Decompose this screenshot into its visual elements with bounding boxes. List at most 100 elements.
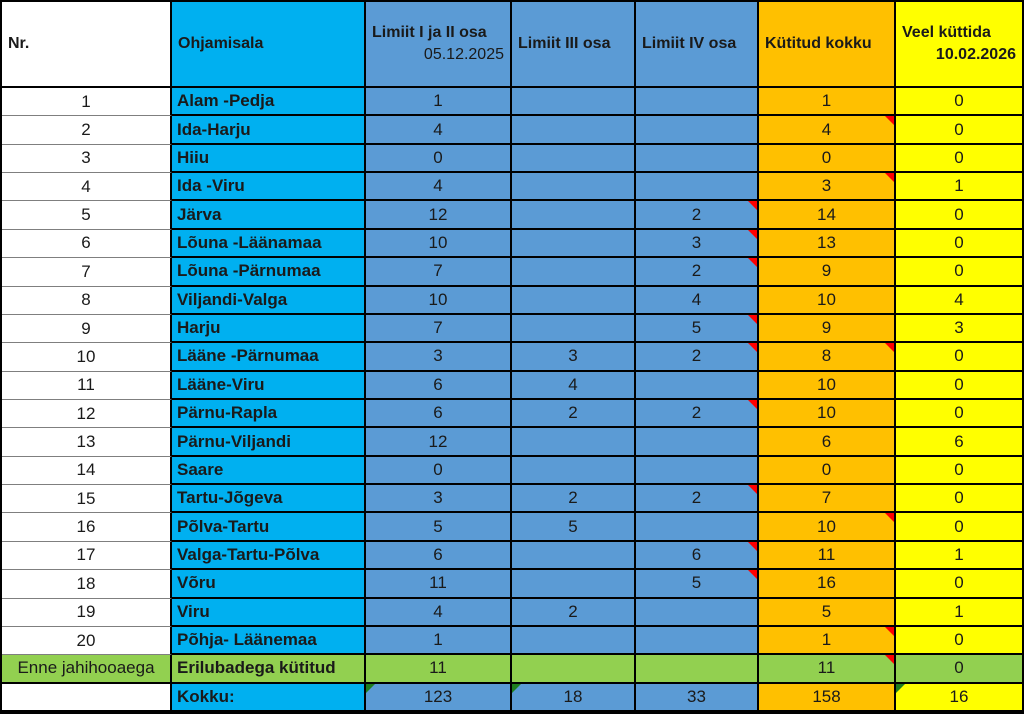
cell-nr-row-1[interactable]: 1 [2, 88, 172, 117]
cell-limit12-row-3[interactable]: 0 [366, 144, 512, 174]
cell-limit3-row-12[interactable]: 2 [512, 399, 636, 429]
header-remaining[interactable]: Veel küttida 10.02.2026 [896, 2, 1022, 88]
cell-nr-row-13[interactable]: 13 [2, 428, 172, 457]
cell-hunted-row-11[interactable]: 10 [759, 371, 896, 400]
cell-remaining-row-5[interactable]: 0 [896, 201, 1022, 230]
cell-hunted-row-2[interactable]: 4 [759, 116, 896, 145]
cell-nr-row-12[interactable]: 12 [2, 399, 172, 429]
cell-limit12-row-2[interactable]: 4 [366, 116, 512, 145]
cell-area-row-21[interactable]: Erilubadega kütitud [172, 655, 366, 684]
cell-limit12-row-17[interactable]: 6 [366, 541, 512, 571]
cell-limit3-row-3[interactable] [512, 144, 636, 174]
cell-limit4-row-2[interactable] [636, 116, 759, 145]
cell-limit4-row-14[interactable] [636, 456, 759, 486]
cell-limit12-row-19[interactable]: 4 [366, 598, 512, 627]
cell-area-row-2[interactable]: Ida-Harju [172, 116, 366, 145]
cell-limit4-row-20[interactable] [636, 626, 759, 656]
cell-limit12-row-8[interactable]: 10 [366, 286, 512, 315]
cell-limit3-row-20[interactable] [512, 626, 636, 656]
cell-nr-row-16[interactable]: 16 [2, 513, 172, 542]
cell-hunted-row-12[interactable]: 10 [759, 399, 896, 429]
cell-limit3-row-11[interactable]: 4 [512, 371, 636, 400]
cell-remaining-row-3[interactable]: 0 [896, 144, 1022, 174]
cell-limit3-row-2[interactable] [512, 116, 636, 145]
cell-limit12-row-14[interactable]: 0 [366, 456, 512, 486]
cell-limit12-row-9[interactable]: 7 [366, 314, 512, 344]
cell-hunted-row-1[interactable]: 1 [759, 88, 896, 117]
cell-limit4-row-12[interactable]: 2 [636, 399, 759, 429]
cell-limit12-row-22[interactable]: 123 [366, 683, 512, 712]
cell-limit4-row-1[interactable] [636, 88, 759, 117]
cell-remaining-row-16[interactable]: 0 [896, 513, 1022, 542]
cell-remaining-row-8[interactable]: 4 [896, 286, 1022, 315]
cell-hunted-row-7[interactable]: 9 [759, 258, 896, 287]
cell-area-row-15[interactable]: Tartu-Jõgeva [172, 485, 366, 514]
cell-limit12-row-1[interactable]: 1 [366, 88, 512, 117]
cell-remaining-row-1[interactable]: 0 [896, 88, 1022, 117]
cell-area-row-10[interactable]: Lääne -Pärnumaa [172, 343, 366, 372]
cell-limit4-row-16[interactable] [636, 513, 759, 542]
cell-hunted-row-17[interactable]: 11 [759, 541, 896, 571]
cell-nr-row-18[interactable]: 18 [2, 570, 172, 599]
cell-limit4-row-19[interactable] [636, 598, 759, 627]
cell-limit4-row-10[interactable]: 2 [636, 343, 759, 372]
cell-limit4-row-21[interactable] [636, 655, 759, 684]
cell-limit3-row-18[interactable] [512, 570, 636, 599]
cell-limit4-row-9[interactable]: 5 [636, 314, 759, 344]
cell-remaining-row-19[interactable]: 1 [896, 598, 1022, 627]
cell-limit3-row-8[interactable] [512, 286, 636, 315]
cell-limit3-row-15[interactable]: 2 [512, 485, 636, 514]
cell-remaining-row-6[interactable]: 0 [896, 229, 1022, 259]
cell-limit4-row-7[interactable]: 2 [636, 258, 759, 287]
cell-area-row-22[interactable]: Kokku: [172, 683, 366, 712]
cell-hunted-row-5[interactable]: 14 [759, 201, 896, 230]
cell-remaining-row-10[interactable]: 0 [896, 343, 1022, 372]
cell-limit3-row-14[interactable] [512, 456, 636, 486]
cell-hunted-row-13[interactable]: 6 [759, 428, 896, 457]
cell-nr-row-3[interactable]: 3 [2, 144, 172, 174]
cell-nr-row-21[interactable]: Enne jahihooaega [2, 655, 172, 684]
cell-limit3-row-13[interactable] [512, 428, 636, 457]
cell-nr-row-5[interactable]: 5 [2, 201, 172, 230]
cell-hunted-row-22[interactable]: 158 [759, 683, 896, 712]
cell-limit4-row-17[interactable]: 6 [636, 541, 759, 571]
header-limit-1-2[interactable]: Limiit I ja II osa 05.12.2025 [366, 2, 512, 88]
cell-limit3-row-19[interactable]: 2 [512, 598, 636, 627]
cell-area-row-18[interactable]: Võru [172, 570, 366, 599]
cell-limit4-row-22[interactable]: 33 [636, 683, 759, 712]
cell-area-row-12[interactable]: Pärnu-Rapla [172, 399, 366, 429]
cell-hunted-row-9[interactable]: 9 [759, 314, 896, 344]
cell-hunted-row-16[interactable]: 10 [759, 513, 896, 542]
cell-area-row-5[interactable]: Järva [172, 201, 366, 230]
cell-remaining-row-11[interactable]: 0 [896, 371, 1022, 400]
cell-hunted-row-6[interactable]: 13 [759, 229, 896, 259]
cell-area-row-6[interactable]: Lõuna -Läänamaa [172, 229, 366, 259]
cell-limit3-row-4[interactable] [512, 173, 636, 202]
cell-nr-row-10[interactable]: 10 [2, 343, 172, 372]
cell-limit3-row-7[interactable] [512, 258, 636, 287]
cell-remaining-row-18[interactable]: 0 [896, 570, 1022, 599]
cell-nr-row-6[interactable]: 6 [2, 229, 172, 259]
cell-limit12-row-12[interactable]: 6 [366, 399, 512, 429]
cell-nr-row-8[interactable]: 8 [2, 286, 172, 315]
cell-nr-row-2[interactable]: 2 [2, 116, 172, 145]
cell-hunted-row-14[interactable]: 0 [759, 456, 896, 486]
cell-area-row-7[interactable]: Lõuna -Pärnumaa [172, 258, 366, 287]
cell-limit12-row-10[interactable]: 3 [366, 343, 512, 372]
cell-limit4-row-5[interactable]: 2 [636, 201, 759, 230]
cell-limit3-row-1[interactable] [512, 88, 636, 117]
cell-remaining-row-2[interactable]: 0 [896, 116, 1022, 145]
cell-limit3-row-17[interactable] [512, 541, 636, 571]
cell-limit3-row-5[interactable] [512, 201, 636, 230]
cell-limit12-row-15[interactable]: 3 [366, 485, 512, 514]
cell-limit3-row-6[interactable] [512, 229, 636, 259]
cell-limit4-row-3[interactable] [636, 144, 759, 174]
cell-limit3-row-16[interactable]: 5 [512, 513, 636, 542]
cell-nr-row-11[interactable]: 11 [2, 371, 172, 400]
cell-limit4-row-13[interactable] [636, 428, 759, 457]
cell-remaining-row-14[interactable]: 0 [896, 456, 1022, 486]
cell-remaining-row-22[interactable]: 16 [896, 683, 1022, 712]
cell-remaining-row-9[interactable]: 3 [896, 314, 1022, 344]
cell-limit12-row-13[interactable]: 12 [366, 428, 512, 457]
cell-limit3-row-10[interactable]: 3 [512, 343, 636, 372]
